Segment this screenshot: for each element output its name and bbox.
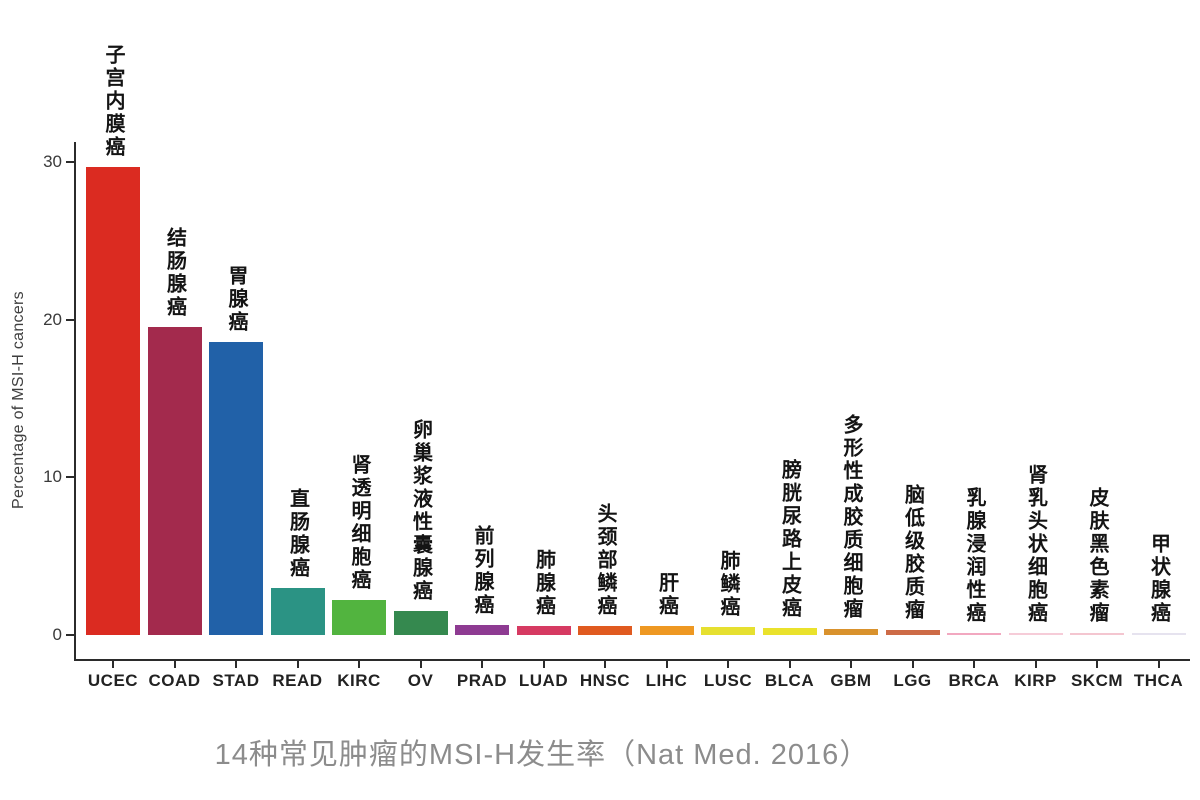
x-code-label-OV: OV — [407, 671, 434, 690]
x-tick-BLCA — [788, 661, 791, 668]
bar-cn-label-LGG: 脑低级胶质瘤 — [901, 484, 924, 622]
y-axis-line — [74, 142, 76, 661]
x-code-label-GBM: GBM — [830, 671, 872, 690]
bar-cn-label-LUAD: 肺腺癌 — [532, 549, 555, 618]
x-code-label-READ: READ — [272, 671, 323, 690]
bar-THCA — [1131, 633, 1186, 635]
x-code-label-COAD: COAD — [148, 671, 201, 690]
x-tick-COAD — [173, 661, 176, 668]
bar-cn-label-SKCM: 皮肤黑色素瘤 — [1086, 487, 1108, 625]
x-tick-UCEC — [112, 661, 114, 668]
bar-cn-label-OV: 卵巢浆液性囊腺癌 — [409, 419, 432, 603]
x-tick-LGG — [911, 661, 914, 668]
bar-cn-label-KIRP: 肾乳头状细胞癌 — [1024, 464, 1047, 625]
x-code-label-KIRP: KIRP — [1014, 671, 1057, 690]
bar-cn-label-LUSC: 肺鳞癌 — [717, 550, 739, 619]
y-tick-label-30: 30 — [43, 151, 62, 171]
bar-LIHC — [639, 626, 694, 635]
x-tick-LUAD — [542, 661, 545, 668]
x-tick-HNSC — [604, 661, 606, 668]
bar-cn-label-BLCA: 膀胱尿路上皮癌 — [778, 459, 801, 620]
x-tick-KIRC — [358, 661, 360, 668]
x-code-label-STAD: STAD — [212, 671, 260, 690]
x-code-label-UCEC: UCEC — [87, 671, 139, 690]
x-tick-OV — [419, 661, 422, 668]
bar-cn-label-UCEC: 子宫内膜癌 — [102, 44, 124, 159]
y-tick-label-10: 10 — [43, 467, 62, 487]
x-tick-KIRP — [1034, 661, 1037, 668]
bar-cn-label-READ: 直肠腺癌 — [286, 488, 309, 580]
bar-STAD — [209, 342, 263, 635]
bar-cn-label-KIRC: 肾透明细胞癌 — [348, 454, 370, 592]
x-tick-GBM — [850, 661, 852, 668]
bar-SKCM — [1070, 633, 1124, 635]
bar-KIRP — [1008, 633, 1063, 635]
bar-READ — [270, 588, 325, 635]
bar-cn-label-PRAD: 前列腺癌 — [471, 525, 493, 617]
bar-cn-label-THCA: 甲状腺癌 — [1147, 533, 1170, 625]
x-tick-THCA — [1157, 661, 1160, 668]
bar-KIRC — [332, 600, 386, 635]
x-code-label-LUSC: LUSC — [703, 671, 753, 690]
y-tick-label-0: 0 — [52, 625, 62, 644]
bar-cn-label-HNSC: 头颈部鳞癌 — [594, 503, 616, 618]
bar-BRCA — [947, 633, 1001, 635]
x-code-label-PRAD: PRAD — [456, 671, 508, 690]
x-tick-READ — [296, 661, 299, 668]
bar-PRAD — [455, 625, 509, 635]
x-tick-LIHC — [665, 661, 668, 668]
bar-GBM — [824, 629, 878, 635]
bar-HNSC — [578, 626, 632, 635]
bar-cn-label-LIHC: 肝癌 — [655, 572, 678, 618]
y-tick-10 — [66, 476, 74, 479]
x-code-label-BLCA: BLCA — [764, 671, 815, 690]
bar-cn-label-BRCA: 乳腺浸润性癌 — [963, 487, 985, 625]
y-tick-20 — [66, 318, 74, 321]
bar-LUSC — [701, 627, 755, 635]
x-code-label-HNSC: HNSC — [579, 671, 631, 690]
bar-cn-label-GBM: 多形性成胶质细胞瘤 — [840, 414, 862, 621]
bar-LGG — [885, 630, 940, 635]
x-code-label-LUAD: LUAD — [518, 671, 569, 690]
x-code-label-THCA: THCA — [1133, 671, 1184, 690]
x-code-label-BRCA: BRCA — [948, 671, 1000, 690]
y-tick-0 — [66, 634, 74, 636]
y-tick-label-20: 20 — [43, 309, 62, 329]
bar-BLCA — [762, 628, 817, 635]
bar-COAD — [147, 327, 202, 635]
x-tick-STAD — [235, 661, 237, 668]
x-code-label-SKCM: SKCM — [1070, 671, 1124, 690]
bar-cn-label-STAD: 胃腺癌 — [225, 265, 247, 334]
y-tick-30 — [66, 160, 74, 163]
x-tick-PRAD — [481, 661, 483, 668]
x-tick-SKCM — [1096, 661, 1098, 668]
x-code-label-KIRC: KIRC — [337, 671, 381, 690]
bar-LUAD — [516, 626, 571, 635]
x-code-label-LGG: LGG — [893, 671, 932, 690]
x-code-label-LIHC: LIHC — [645, 671, 688, 690]
chart-title: 14种常见肿瘤的MSI-H发生率（Nat Med. 2016） — [214, 739, 870, 771]
bar-cn-label-COAD: 结肠腺癌 — [163, 227, 186, 319]
bar-UCEC — [86, 167, 140, 635]
x-axis-line — [74, 659, 1190, 661]
x-tick-BRCA — [973, 661, 975, 668]
x-tick-LUSC — [727, 661, 729, 668]
bar-OV — [393, 611, 448, 635]
